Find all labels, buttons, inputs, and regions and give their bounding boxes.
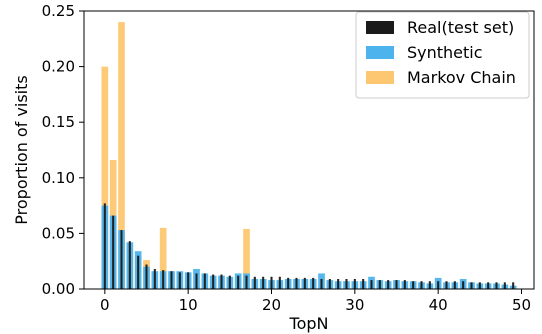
y-axis-ticks: 0.00 0.05 0.10 0.15 0.20 0.25 <box>42 2 84 298</box>
bar-real-test-set-7 <box>162 270 165 289</box>
bar-real-test-set-0 <box>103 203 106 289</box>
bar-real-test-set-40 <box>437 281 440 289</box>
y-axis-label: Proportion of visits <box>12 75 31 224</box>
legend: Real(test set) Synthetic Markov Chain <box>355 11 530 99</box>
bar-real-test-set-49 <box>512 282 515 289</box>
bar-real-test-set-13 <box>212 274 215 289</box>
bar-real-test-set-46 <box>487 282 490 289</box>
bar-markov-chain-7 <box>159 227 167 289</box>
bar-real-test-set-2 <box>120 230 123 289</box>
y-tick-label: 0.00 <box>42 280 75 298</box>
bar-real-test-set-16 <box>237 275 240 289</box>
x-axis-ticks: 0 10 20 30 40 50 <box>100 289 531 314</box>
x-tick-label: 10 <box>179 296 198 314</box>
bar-real-test-set-36 <box>403 280 406 289</box>
y-tick-label: 0.15 <box>42 113 75 131</box>
bar-real-test-set-32 <box>370 280 373 289</box>
bar-real-test-set-27 <box>328 278 331 289</box>
series-real-test-set <box>103 203 515 289</box>
bar-real-test-set-22 <box>287 277 290 289</box>
bar-real-test-set-5 <box>145 264 148 289</box>
bar-real-test-set-3 <box>128 241 131 289</box>
bar-real-test-set-47 <box>495 282 498 289</box>
bar-real-test-set-24 <box>303 277 306 289</box>
x-tick-label: 20 <box>262 296 281 314</box>
bar-real-test-set-48 <box>503 282 506 289</box>
bar-real-test-set-33 <box>378 280 381 289</box>
x-tick-label: 30 <box>345 296 364 314</box>
legend-label-synthetic: Synthetic <box>407 43 483 62</box>
bar-real-test-set-21 <box>278 276 281 289</box>
bar-real-test-set-29 <box>345 278 348 289</box>
bar-real-test-set-9 <box>178 272 181 289</box>
y-tick-label: 0.20 <box>42 58 75 76</box>
bar-real-test-set-42 <box>453 281 456 289</box>
y-tick-label: 0.05 <box>42 224 75 242</box>
bar-markov-chain-17 <box>243 228 250 289</box>
bar-real-test-set-11 <box>195 273 198 289</box>
legend-swatch-markov-chain <box>366 71 394 84</box>
plot-frame <box>83 10 535 290</box>
x-tick-label: 40 <box>429 296 448 314</box>
bar-real-test-set-45 <box>478 282 481 289</box>
bar-real-test-set-30 <box>353 278 356 289</box>
bar-real-test-set-26 <box>320 278 323 289</box>
bar-real-test-set-12 <box>203 273 206 289</box>
bar-real-test-set-17 <box>245 275 248 289</box>
bar-real-test-set-8 <box>170 271 173 289</box>
bar-real-test-set-14 <box>220 274 223 289</box>
bar-real-test-set-6 <box>153 268 156 289</box>
bar-real-test-set-44 <box>470 282 473 289</box>
legend-swatch-real-test-set <box>366 21 394 34</box>
x-tick-label: 0 <box>100 296 110 314</box>
bar-real-test-set-23 <box>295 277 298 289</box>
bar-real-test-set-20 <box>270 276 273 289</box>
bar-real-test-set-1 <box>112 215 115 289</box>
x-tick-label: 50 <box>512 296 531 314</box>
legend-swatch-synthetic <box>366 46 394 59</box>
bar-real-test-set-37 <box>412 281 415 289</box>
bar-real-test-set-10 <box>187 272 190 289</box>
bar-real-test-set-28 <box>337 278 340 289</box>
bar-real-test-set-38 <box>420 281 423 289</box>
legend-label-markov-chain: Markov Chain <box>407 68 516 87</box>
bar-real-test-set-35 <box>395 280 398 289</box>
bar-markov-chain-2 <box>118 22 125 290</box>
bar-real-test-set-31 <box>362 278 365 289</box>
y-tick-label: 0.25 <box>42 2 75 20</box>
bar-real-test-set-18 <box>253 276 256 289</box>
bar-real-test-set-4 <box>137 255 140 289</box>
x-axis-label: TopN <box>289 314 329 333</box>
bar-real-test-set-19 <box>262 276 265 289</box>
bar-real-test-set-34 <box>387 280 390 289</box>
bars-layer <box>101 22 517 290</box>
legend-box <box>355 11 530 99</box>
bar-real-test-set-25 <box>312 277 315 289</box>
bar-real-test-set-43 <box>462 281 465 289</box>
bar-real-test-set-41 <box>445 281 448 289</box>
bar-real-test-set-39 <box>428 281 431 289</box>
bar-markov-chain-0 <box>101 66 109 289</box>
legend-label-real-test-set: Real(test set) <box>407 18 514 37</box>
axes-layer <box>83 10 535 290</box>
bar-real-test-set-15 <box>228 275 231 289</box>
y-tick-label: 0.10 <box>42 169 75 187</box>
